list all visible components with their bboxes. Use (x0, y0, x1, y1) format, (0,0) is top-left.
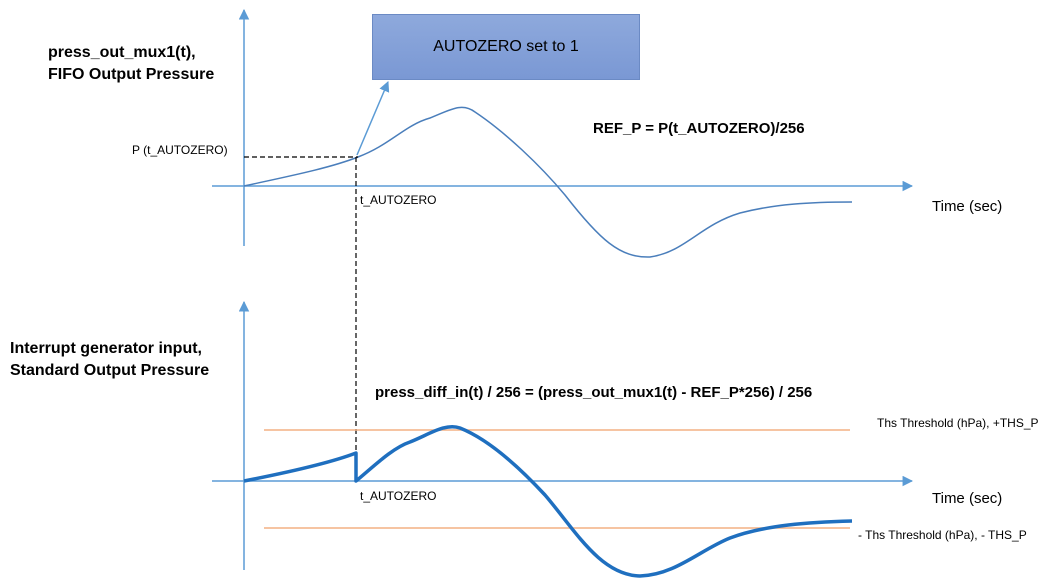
p-autozero-label: P (t_AUTOZERO) (132, 143, 228, 157)
bottom-y-label-line1: Interrupt generator input, (10, 340, 202, 357)
bottom-pressure-curve (243, 425, 853, 578)
neg-threshold-label: - Ths Threshold (hPa), - THS_P (858, 528, 1027, 542)
ref-p-formula: REF_P = P(t_AUTOZERO)/256 (593, 120, 805, 137)
top-y-label-line2: FIFO Output Pressure (48, 66, 215, 83)
bottom-y-label-line2: Standard Output Pressure (10, 362, 210, 379)
top-t-autozero-label: t_AUTOZERO (360, 193, 437, 207)
callout-arrow (356, 81, 390, 156)
top-y-label-line1: press_out_mux1(t), (48, 44, 196, 61)
top-pressure-curve (243, 106, 853, 258)
top-x-label: Time (sec) (932, 198, 1003, 215)
bottom-x-label: Time (sec) (932, 490, 1003, 507)
autozero-callout-text: AUTOZERO set to 1 (433, 38, 579, 55)
press-diff-formula: press_diff_in(t) / 256 = (press_out_mux1… (375, 384, 813, 401)
bottom-t-autozero-label: t_AUTOZERO (360, 489, 437, 503)
pos-threshold-label: Ths Threshold (hPa), +THS_P (877, 416, 1039, 430)
autozero-callout: AUTOZERO set to 1 (372, 14, 640, 80)
